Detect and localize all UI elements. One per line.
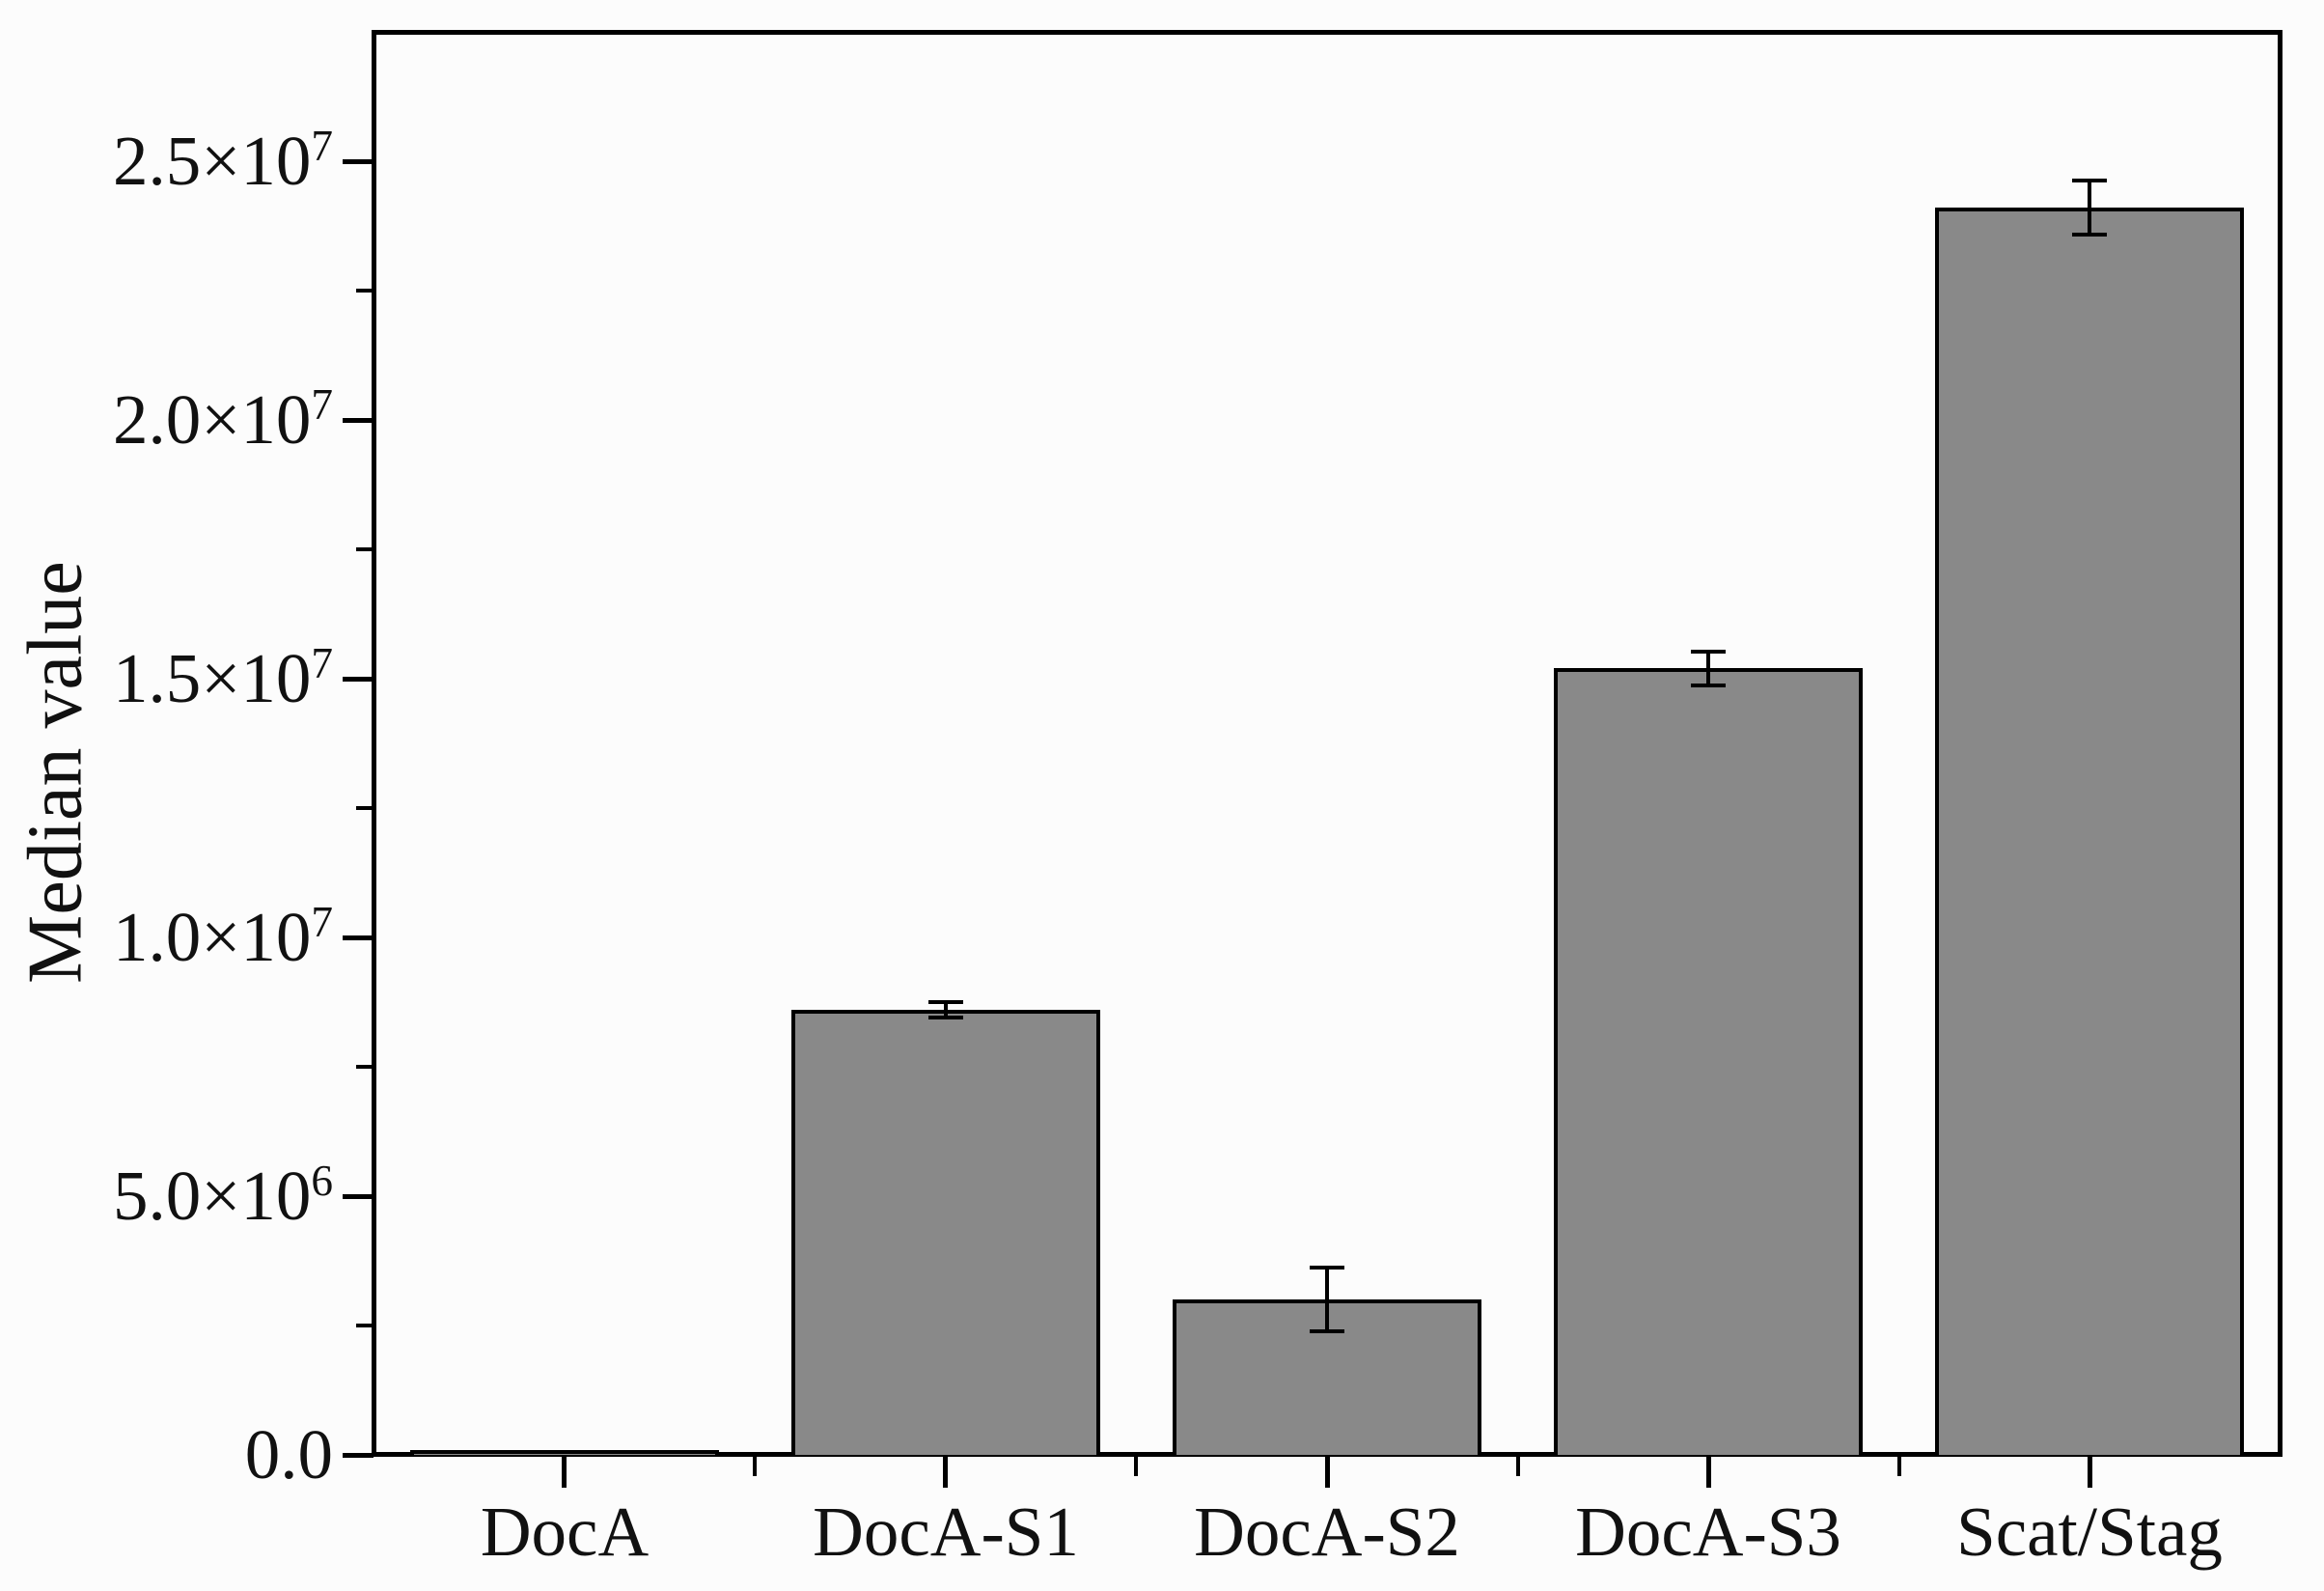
y-minor-tick-2 [356,806,374,810]
error-bar-DocA-S3 [1706,652,1710,685]
error-cap-bottom-DocA-S1 [928,1016,963,1019]
error-cap-top-DocA-S1 [928,1000,963,1004]
error-bar-Scat/Stag [2088,181,2091,235]
x-major-tick-DocA-S1 [943,1455,948,1488]
x-minor-tick-1 [753,1455,757,1476]
bar-Scat/Stag [1935,208,2244,1455]
y-tick-label-1.5×107: 1.5×107 [112,639,333,717]
error-cap-bottom-DocA-S3 [1691,684,1726,687]
y-major-tick-1.0×107 [343,935,374,940]
y-tick-label-2.5×107: 2.5×107 [112,122,333,200]
error-bar-DocA-S2 [1325,1268,1329,1331]
y-tick-label-2.0×107: 2.0×107 [112,380,333,459]
x-tick-label-DocA-S3: DocA-S3 [1575,1493,1841,1571]
y-major-tick-0.0 [343,1453,374,1458]
y-minor-tick-4 [356,289,374,293]
y-minor-tick-1 [356,1065,374,1069]
y-major-tick-5.0×106 [343,1194,374,1199]
x-minor-tick-2 [1134,1455,1138,1476]
error-cap-bottom-DocA-S2 [1310,1329,1344,1333]
x-tick-label-DocA: DocA [480,1493,650,1571]
y-tick-label-0.0: 0.0 [244,1415,333,1493]
error-cap-top-Scat/Stag [2072,179,2107,182]
bar-DocA-S1 [791,1010,1100,1455]
x-major-tick-Scat/Stag [2088,1455,2092,1488]
x-major-tick-DocA-S3 [1706,1455,1711,1488]
y-minor-tick-0 [356,1324,374,1327]
y-major-tick-2.5×107 [343,159,374,164]
y-minor-tick-3 [356,547,374,551]
x-major-tick-DocA [562,1455,567,1488]
y-major-tick-2.0×107 [343,418,374,423]
y-major-tick-1.5×107 [343,677,374,682]
y-tick-label-1.0×107: 1.0×107 [112,898,333,976]
x-tick-label-DocA-S2: DocA-S2 [1194,1493,1460,1571]
x-major-tick-DocA-S2 [1325,1455,1330,1488]
x-minor-tick-4 [1897,1455,1901,1476]
bar-DocA-S3 [1554,668,1863,1455]
error-cap-top-DocA-S3 [1691,650,1726,654]
bar-DocA [410,1450,719,1455]
x-minor-tick-3 [1516,1455,1520,1476]
error-cap-top-DocA-S2 [1310,1266,1344,1270]
x-tick-label-Scat/Stag: Scat/Stag [1956,1493,2223,1571]
error-bar-DocA-S1 [944,1002,948,1018]
x-tick-label-DocA-S1: DocA-S1 [813,1493,1079,1571]
y-tick-label-5.0×106: 5.0×106 [112,1157,333,1235]
error-cap-bottom-Scat/Stag [2072,233,2107,237]
